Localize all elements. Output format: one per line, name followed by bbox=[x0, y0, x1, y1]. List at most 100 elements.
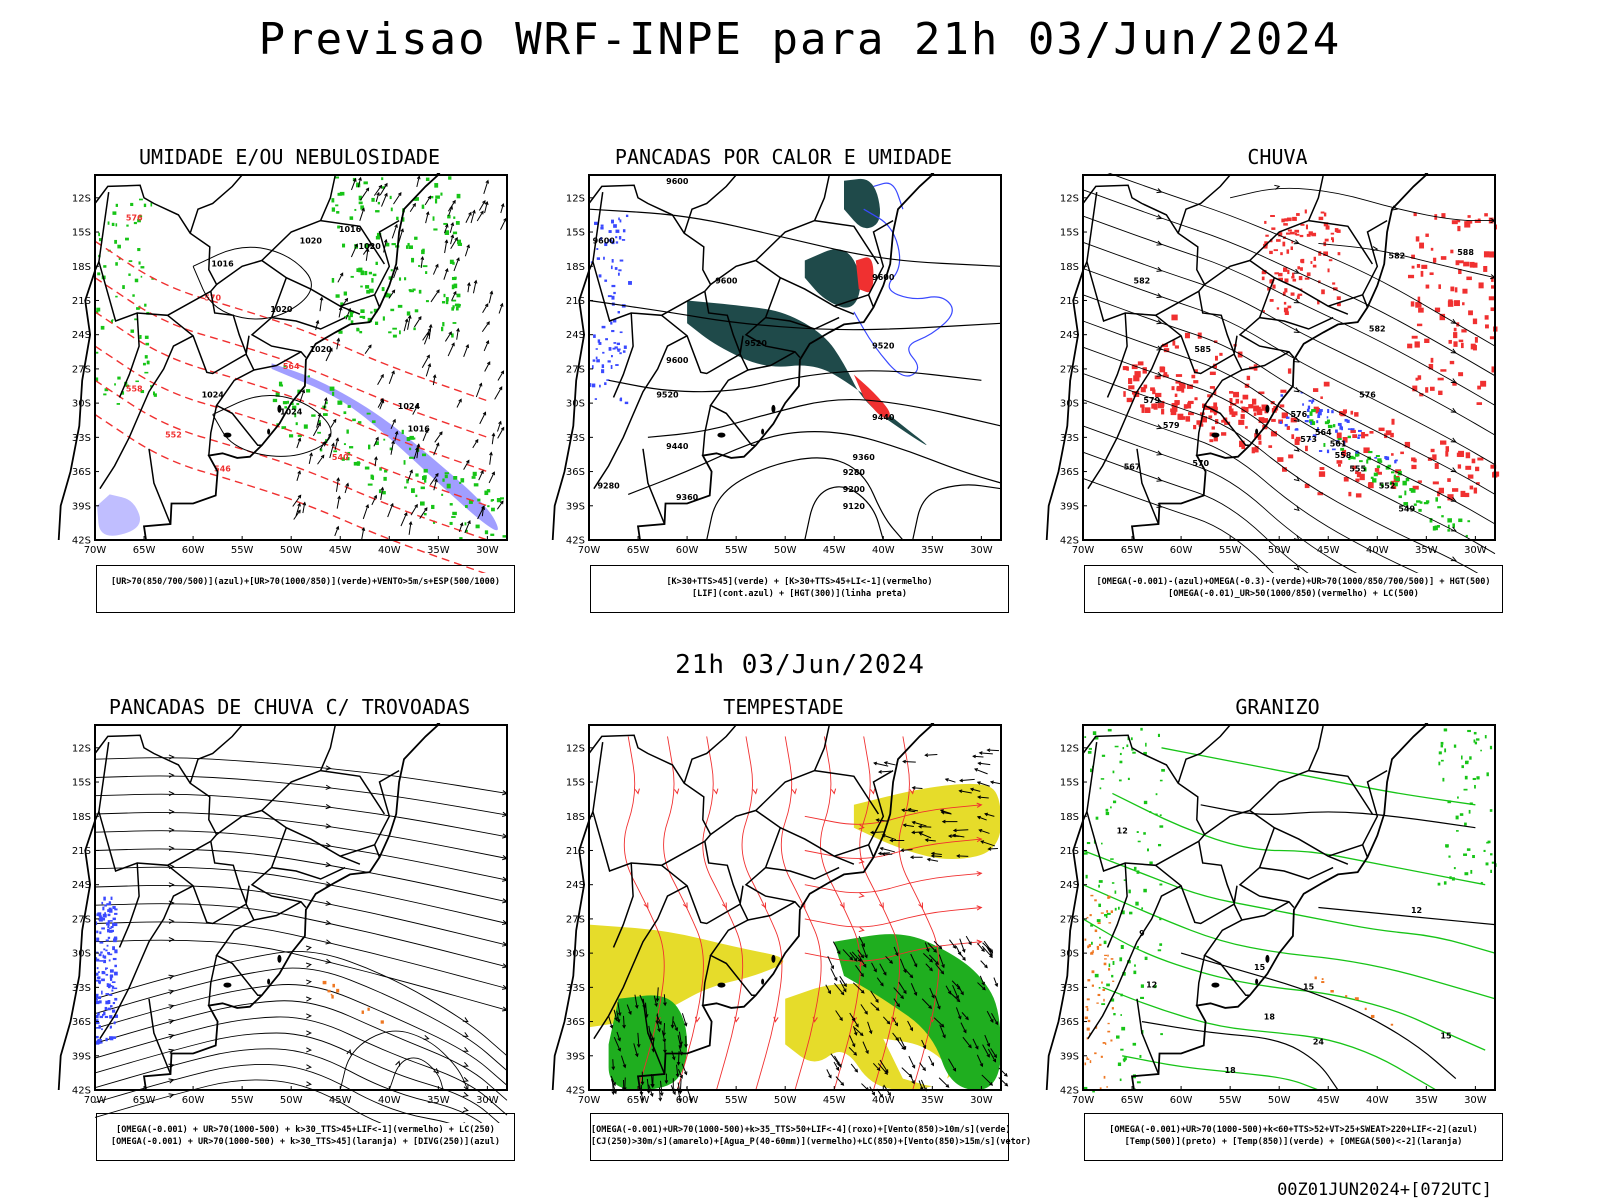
wind-vector-head bbox=[982, 986, 986, 991]
rain-fill-red bbox=[1441, 213, 1446, 219]
wind-vector-head bbox=[974, 768, 979, 772]
wind-vector bbox=[616, 1031, 621, 1041]
humidity-fill-green bbox=[110, 320, 113, 324]
wind-vector bbox=[984, 1034, 990, 1047]
wind-vector-head bbox=[859, 1032, 864, 1037]
lif-contour-blue bbox=[605, 338, 608, 341]
rain-fill-red bbox=[1385, 430, 1392, 436]
wind-vector bbox=[319, 297, 323, 312]
wind-vector bbox=[344, 483, 349, 494]
lif-contour-blue bbox=[611, 240, 615, 245]
humidity-fill-green bbox=[390, 308, 395, 312]
streamline-arrow bbox=[462, 1032, 469, 1037]
humidity-fill-green bbox=[502, 535, 508, 538]
rain-fill-red bbox=[1178, 382, 1185, 386]
rain-fill-red bbox=[1211, 426, 1215, 430]
wind-vector-head bbox=[650, 1084, 655, 1088]
humidity-fill-green bbox=[343, 291, 348, 296]
wind-vector bbox=[612, 1059, 614, 1070]
rain-fill-blue bbox=[1285, 416, 1290, 419]
wind-vector bbox=[428, 324, 432, 340]
omega-fill-orange bbox=[1111, 1007, 1114, 1010]
border-line bbox=[1241, 901, 1290, 921]
rain-fill-red bbox=[1354, 412, 1359, 417]
wind-vector bbox=[308, 453, 313, 464]
rain-fill-blue bbox=[1306, 415, 1310, 419]
wind-vector bbox=[977, 943, 985, 952]
humidity-fill-green bbox=[399, 330, 401, 335]
y-tick-label: 21S bbox=[72, 846, 91, 857]
humidity-fill-green bbox=[343, 443, 346, 446]
omega-fill-orange bbox=[1098, 943, 1102, 946]
humidity-fill-green bbox=[414, 236, 418, 240]
divergence-fill-blue bbox=[95, 1014, 99, 1019]
rain-fill-red bbox=[1229, 398, 1233, 403]
rain-fill-red bbox=[1196, 420, 1202, 425]
wind-vector bbox=[984, 813, 995, 817]
rain-fill-red bbox=[1460, 342, 1464, 349]
wind-vector bbox=[429, 473, 439, 486]
humidity-fill-green bbox=[138, 198, 143, 201]
divergence-fill-blue bbox=[105, 973, 109, 976]
humidity-fill-green bbox=[376, 232, 382, 237]
rain-fill-red bbox=[1342, 437, 1348, 443]
lif-contour-blue bbox=[611, 284, 616, 288]
streamline-arrow bbox=[325, 823, 332, 829]
wind-vector bbox=[977, 816, 987, 821]
wind-vector-head bbox=[634, 1004, 639, 1009]
rain-fill-red bbox=[1261, 404, 1268, 411]
temp850-contour bbox=[1117, 1062, 1122, 1067]
wind-vector bbox=[377, 398, 384, 408]
y-tick-label: 42S bbox=[1060, 536, 1079, 547]
wind-vector bbox=[293, 510, 301, 520]
legend-line: [LIF](cont.azul) + [HGT(300)](linha pret… bbox=[692, 589, 907, 599]
wind-vector bbox=[497, 427, 505, 439]
contour-label: 1020 bbox=[270, 305, 293, 314]
x-tick-label: 60W bbox=[676, 545, 699, 556]
rain-fill-red bbox=[1475, 466, 1480, 472]
wind-vector-head bbox=[416, 175, 421, 180]
x-tick-label: 65W bbox=[133, 1095, 156, 1106]
wind-vector-head bbox=[933, 948, 938, 953]
humidity-fill-green bbox=[451, 333, 454, 338]
x-tick-label: 70W bbox=[1072, 1095, 1095, 1106]
temp850-contour bbox=[1118, 906, 1120, 910]
wind-vector bbox=[375, 192, 380, 202]
legend-box: [OMEGA(-0.001)+UR>70(1000-500)+k>35_TTS>… bbox=[590, 1113, 1031, 1161]
humidity-fill-green bbox=[374, 321, 379, 325]
storm-fill-orange bbox=[336, 988, 340, 993]
streamline bbox=[94, 967, 508, 1071]
temp850-contour bbox=[1464, 822, 1467, 826]
wind-vector bbox=[882, 1016, 891, 1025]
wind-vector-head bbox=[317, 422, 321, 427]
rain-fill-red bbox=[1305, 445, 1308, 452]
wind-vector-head bbox=[873, 968, 877, 973]
wind-vector bbox=[857, 949, 864, 958]
humidity-fill-green bbox=[337, 225, 340, 229]
border-line bbox=[1087, 885, 1182, 1040]
divergence-fill-blue bbox=[109, 1036, 113, 1039]
wind-vector bbox=[371, 495, 377, 506]
humidity-fill-green bbox=[392, 334, 397, 338]
temp850-contour bbox=[1469, 802, 1473, 805]
temp850-contour bbox=[1489, 745, 1493, 750]
temp850-contour bbox=[1155, 793, 1158, 796]
rain-fill-red bbox=[1318, 471, 1326, 477]
wind-vector-head bbox=[993, 1054, 997, 1059]
y-tick-label: 18S bbox=[566, 812, 585, 823]
wind-vector-head bbox=[664, 1080, 669, 1085]
height-contour bbox=[647, 398, 1002, 438]
contour-label: 9600 bbox=[593, 236, 616, 245]
rain-fill-red bbox=[1407, 343, 1413, 349]
x-tick-label: 35W bbox=[427, 545, 450, 556]
rain-fill-red bbox=[1473, 487, 1478, 494]
divergence-fill-blue bbox=[104, 912, 106, 915]
wind-vector bbox=[898, 981, 907, 994]
lif-contour-blue bbox=[603, 256, 605, 260]
rain-fill-red bbox=[1193, 369, 1198, 374]
rain-fill-red bbox=[1137, 361, 1144, 366]
y-tick-label: 12S bbox=[566, 193, 585, 204]
wind-vector bbox=[330, 419, 337, 428]
x-tick-label: 55W bbox=[725, 1095, 748, 1106]
rain-fill-red bbox=[1204, 405, 1211, 410]
